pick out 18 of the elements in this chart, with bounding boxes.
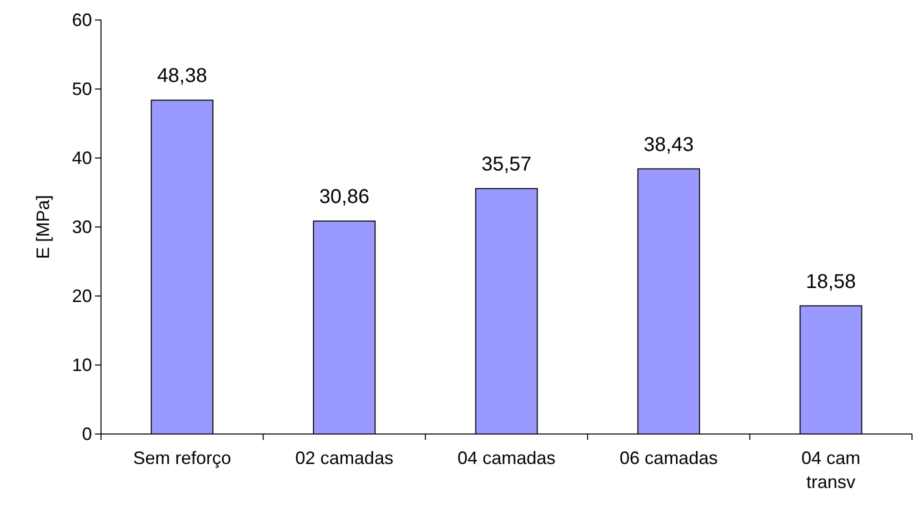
x-tick-label: 04 cam transv [801,448,860,492]
x-tick-label: Sem reforço [133,448,232,468]
y-axis-title: E [MPa] [33,194,53,260]
data-label: 30,86 [319,186,370,208]
data-label: 48,38 [157,65,208,88]
x-tick-label: 02 camadas [295,448,394,468]
y-tick-label: 30 [72,216,92,237]
x-tick-label: 06 camadas [620,448,718,468]
y-tick-label: 60 [72,10,92,30]
data-label: 38,43 [644,134,694,156]
x-tick-label: 04 camadas [457,448,556,468]
y-tick-label: 40 [72,148,92,168]
y-tick-label: 20 [72,286,92,306]
y-tick-label: 0 [82,424,92,444]
y-tick-label: 50 [72,78,92,99]
data-label: 35,57 [481,154,532,176]
data-label: 18,58 [806,270,856,293]
y-tick-label: 10 [72,354,92,375]
